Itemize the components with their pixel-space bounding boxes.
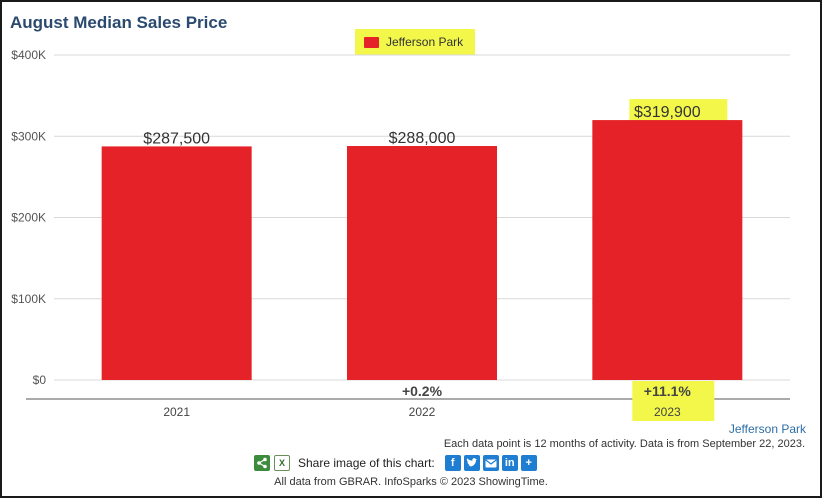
facebook-icon[interactable]: f	[444, 455, 461, 471]
bar	[101, 146, 252, 380]
legend-label: Jefferson Park	[386, 35, 464, 49]
y-tick-label: $400K	[11, 48, 46, 62]
share-label: Share image of this chart:	[298, 456, 435, 470]
legend-swatch	[364, 36, 379, 48]
x-tick-label: 2022	[409, 405, 436, 419]
change-label: +11.1%	[644, 383, 692, 399]
y-tick-label: $0	[33, 373, 47, 387]
bar	[347, 146, 497, 380]
share-row: X Share image of this chart: f in +	[254, 454, 540, 472]
change-label: +0.2%	[402, 383, 443, 399]
y-tick-label: $100K	[11, 292, 46, 306]
bar	[592, 120, 743, 381]
x-tick-label: 2023	[654, 405, 681, 419]
source-link[interactable]: Jefferson Park	[728, 422, 806, 436]
y-tick-label: $200K	[11, 211, 46, 225]
chart-title: August Median Sales Price	[10, 13, 228, 32]
value-label-highlight	[629, 99, 728, 122]
category-label-highlight	[632, 381, 715, 421]
excel-icon[interactable]: X	[274, 455, 290, 471]
email-icon[interactable]	[482, 455, 499, 471]
bar-value-label: $288,000	[389, 130, 456, 147]
plus-icon[interactable]: +	[520, 455, 537, 471]
copyright: All data from GBRAR. InfoSparks © 2023 S…	[274, 476, 548, 488]
twitter-icon[interactable]	[463, 455, 480, 471]
linkedin-icon[interactable]: in	[501, 455, 518, 471]
data-note: Each data point is 12 months of activity…	[443, 438, 805, 450]
legend[interactable]: Jefferson Park	[355, 29, 475, 55]
share-icon[interactable]	[254, 455, 270, 471]
y-tick-label: $300K	[11, 129, 46, 143]
x-tick-label: 2021	[163, 405, 190, 419]
bar-value-label: $287,500	[143, 130, 210, 147]
bar-value-label: $319,900	[634, 104, 701, 121]
